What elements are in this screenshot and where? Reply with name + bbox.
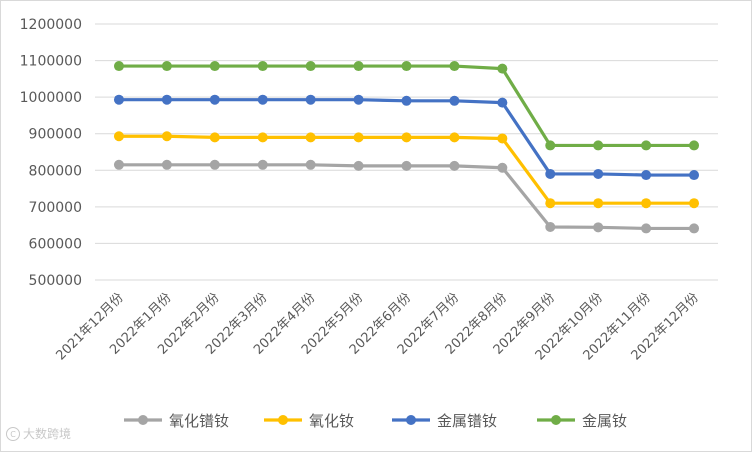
watermark-text: 大数跨境 — [23, 427, 72, 441]
data-point — [593, 168, 604, 179]
data-point — [401, 61, 412, 72]
data-point — [497, 97, 508, 108]
series-1 — [113, 159, 700, 234]
watermark-logo-icon: C — [6, 426, 20, 441]
data-point — [593, 198, 604, 209]
legend-label: 金属钕 — [582, 412, 627, 430]
legend-label: 金属镨钕 — [437, 412, 497, 430]
series-lines — [113, 61, 700, 234]
data-point — [449, 61, 460, 72]
data-point — [161, 94, 172, 105]
legend-item: 氧化镨钕 — [124, 412, 229, 430]
data-point — [353, 61, 364, 72]
data-point — [545, 140, 556, 151]
legend-marker — [138, 415, 148, 425]
data-point — [209, 94, 220, 105]
y-tick-label: 500000 — [29, 273, 82, 289]
data-point — [209, 61, 220, 72]
data-point — [257, 94, 268, 105]
data-point — [497, 133, 508, 144]
data-point — [641, 140, 652, 151]
data-point — [545, 198, 556, 209]
legend-marker — [406, 415, 416, 425]
legend-item: 金属镨钕 — [392, 412, 497, 430]
data-point — [257, 61, 268, 72]
data-point — [305, 159, 316, 170]
data-point — [689, 198, 700, 209]
data-point — [113, 61, 124, 72]
data-point — [641, 223, 652, 234]
data-point — [593, 222, 604, 233]
data-point — [209, 159, 220, 170]
data-point — [305, 61, 316, 72]
y-axis-ticks: 500000 600000 700000 800000 900000 1000000 110… — [20, 17, 82, 289]
y-tick-label: 600000 — [29, 236, 82, 252]
legend-item: 氧化钕 — [264, 412, 354, 430]
legend-marker — [278, 415, 288, 425]
data-point — [449, 95, 460, 106]
series-4 — [113, 61, 700, 151]
data-point — [497, 63, 508, 74]
data-point — [353, 160, 364, 171]
legend-item: 金属钕 — [537, 412, 627, 430]
data-point — [257, 132, 268, 143]
data-point — [497, 162, 508, 173]
legend-label: 氧化钕 — [309, 412, 354, 430]
y-tick-label: 1000000 — [20, 90, 82, 106]
data-point — [401, 95, 412, 106]
x-axis-ticks: 2021年12月份2022年1月份2022年2月份2022年3月份2022年4月… — [54, 290, 702, 363]
data-point — [689, 170, 700, 181]
data-point — [161, 159, 172, 170]
data-point — [593, 140, 604, 151]
y-tick-label: 800000 — [29, 163, 82, 179]
data-point — [449, 132, 460, 143]
data-point — [305, 94, 316, 105]
y-tick-label: 1100000 — [20, 54, 82, 70]
series-2 — [113, 131, 700, 209]
data-point — [641, 198, 652, 209]
data-point — [689, 223, 700, 234]
data-point — [353, 132, 364, 143]
data-point — [689, 140, 700, 151]
data-point — [113, 131, 124, 142]
data-point — [449, 160, 460, 171]
legend-marker — [551, 415, 561, 425]
legend: 氧化镨钕 氧化钕 金属镨钕 金属钕 — [124, 412, 627, 430]
data-point — [113, 159, 124, 170]
data-point — [353, 94, 364, 105]
data-point — [305, 132, 316, 143]
data-point — [161, 131, 172, 142]
y-tick-label: 1200000 — [20, 17, 82, 33]
data-point — [545, 168, 556, 179]
y-tick-label: 900000 — [29, 127, 82, 143]
data-point — [113, 94, 124, 105]
y-tick-label: 700000 — [29, 200, 82, 216]
data-point — [401, 160, 412, 171]
data-point — [209, 132, 220, 143]
data-point — [401, 132, 412, 143]
watermark: C 大数跨境 — [6, 425, 71, 442]
data-point — [545, 221, 556, 232]
series-3 — [113, 94, 700, 181]
data-point — [161, 61, 172, 72]
data-point — [641, 170, 652, 181]
data-point — [257, 159, 268, 170]
legend-label: 氧化镨钕 — [169, 412, 229, 430]
